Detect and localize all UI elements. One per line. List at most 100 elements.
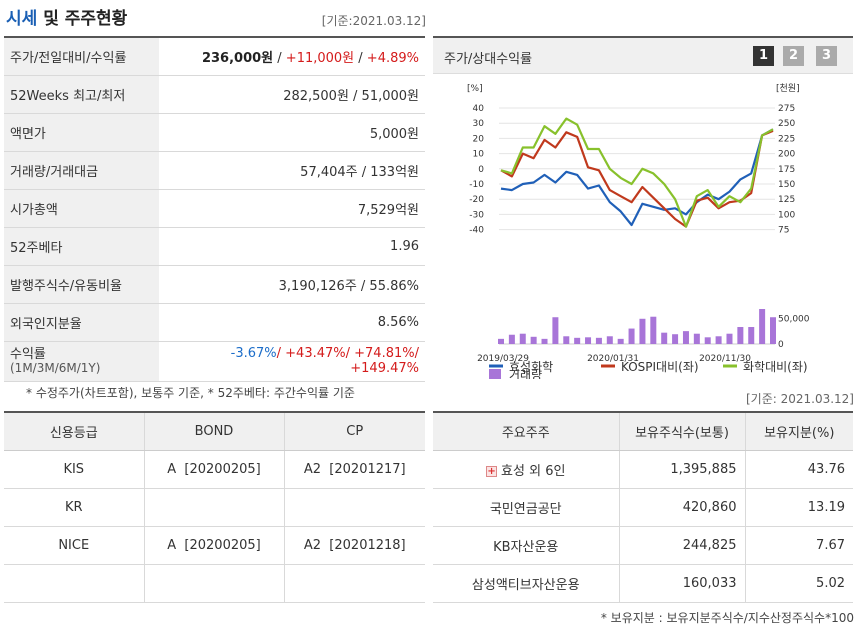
- holder-name: KB자산운용: [433, 526, 620, 565]
- legend-label: 효성화학: [509, 360, 553, 374]
- holder-shares: 1,395,885: [619, 450, 746, 489]
- left-tick-label: -10: [469, 180, 484, 190]
- holder-pct: 5.02: [745, 564, 853, 603]
- volume-bar: [770, 317, 776, 344]
- right-tick-label: 225: [778, 134, 795, 144]
- volume-bar: [574, 337, 581, 344]
- col-holder: 주요주주: [433, 412, 620, 451]
- credit-table: 신용등급 BOND CP KIS A [20200205] A2 [20201217…: [4, 411, 425, 603]
- volume-bar: [639, 318, 646, 344]
- holder-pct: 13.19: [745, 488, 853, 527]
- left-tick-label: 40: [473, 104, 485, 114]
- table-row: + 효성 외 6인 1,395,885 43.76: [433, 450, 853, 489]
- chart-header: 주가/상대수익률 1 2 3: [433, 38, 853, 74]
- volume-bar: [541, 338, 548, 344]
- section-title: 시세 및 주주현황: [6, 9, 128, 29]
- table-row: KR: [4, 488, 425, 527]
- series-line: [500, 129, 774, 228]
- left-tick-label: 10: [473, 150, 485, 160]
- volume-bar: [530, 336, 537, 344]
- stat-row: 52Weeks 최고/최저 282,500원 / 51,000원: [4, 75, 425, 114]
- stat-row: 52주베타 1.96: [4, 227, 425, 266]
- holders-table: 주요주주 보유주식수(보통) 보유지분(%) + 효성 외 6인 1,395,88…: [433, 411, 853, 603]
- stat-value: 5,000원: [159, 113, 425, 152]
- price-label: 주가/전일대비/수익률: [4, 37, 159, 76]
- cp: A2 [20201218]: [284, 526, 425, 565]
- left-tick-label: -30: [469, 210, 484, 220]
- plus-icon[interactable]: +: [486, 465, 498, 477]
- volume-bar: [737, 327, 744, 344]
- returns-row: 수익률 (1M/3M/6M/1Y) -3.67%/ +43.47%/ +74.81…: [4, 341, 425, 382]
- left-tick-label: -40: [469, 226, 484, 236]
- quote-table: 주가/전일대비/수익률 236,000원 / +11,000원 / +4.89%…: [4, 36, 425, 382]
- stat-value: 282,500원 / 51,000원: [159, 75, 425, 114]
- bond: [144, 488, 285, 527]
- volume-bar: [726, 333, 733, 344]
- volume-bar: [628, 328, 635, 344]
- holder-pct: 7.67: [745, 526, 853, 565]
- table-row: KB자산운용 244,825 7.67: [433, 526, 853, 565]
- left-tick-label: 0: [478, 165, 484, 175]
- agency: NICE: [4, 526, 145, 565]
- legend-label: KOSPI대비(좌): [621, 360, 699, 374]
- agency: KIS: [4, 450, 145, 489]
- right-tick-label: 75: [778, 226, 789, 236]
- volume-bar: [759, 309, 766, 344]
- chart-panel: 주가/상대수익률 1 2 3 [%] [천원] 40 30 20 10 0 -10 -20-…: [433, 36, 853, 379]
- basis-date-mid: [기준: 2021.03.12]: [745, 392, 854, 406]
- legend-label: 거래량: [509, 368, 542, 379]
- stat-label: 외국인지분율: [4, 303, 159, 342]
- volume-bar: [617, 338, 624, 344]
- bond: [144, 564, 285, 603]
- legend-label: 화학대비(좌): [743, 360, 808, 374]
- table-row: NICE A [20200205] A2 [20201218]: [4, 526, 425, 565]
- bond: A [20200205]: [144, 450, 285, 489]
- table-row: [4, 564, 425, 603]
- agency: KR: [4, 488, 145, 527]
- chart-page-3-button[interactable]: 3: [816, 46, 837, 66]
- series-line: [500, 117, 774, 228]
- volume-bar: [650, 316, 657, 344]
- col-bond: BOND: [144, 412, 285, 451]
- volume-bar: [704, 337, 711, 344]
- volume-bar: [519, 333, 526, 344]
- col-pct: 보유지분(%): [745, 412, 853, 451]
- table-row: KIS A [20200205] A2 [20201217]: [4, 450, 425, 489]
- x-tick-label: 2019/03/29: [477, 354, 529, 364]
- right-tick-label: 200: [778, 150, 795, 160]
- volume-tick-label: 50,000: [778, 314, 810, 324]
- stat-value: 1.96: [159, 227, 425, 266]
- volume-bar: [585, 337, 592, 344]
- col-rating: 신용등급: [4, 412, 145, 451]
- right-tick-label: 250: [778, 119, 795, 129]
- holder-shares: 420,860: [619, 488, 746, 527]
- chart-title: 주가/상대수익률: [444, 52, 533, 67]
- volume-bar: [552, 317, 559, 344]
- cp: [284, 488, 425, 527]
- chart-page-2-button[interactable]: 2: [783, 46, 804, 66]
- holder-name: 국민연금공단: [433, 488, 620, 527]
- right-tick-label: 175: [778, 165, 795, 175]
- stat-label: 시가총액: [4, 189, 159, 228]
- volume-bar: [508, 334, 515, 344]
- stat-row: 시가총액 7,529억원: [4, 189, 425, 228]
- stat-row: 발행주식수/유동비율 3,190,126주 / 55.86%: [4, 265, 425, 304]
- quote-footnote: * 수정주가(차트포함), 보통주 기준, * 52주베타: 주간수익률 기준: [26, 386, 355, 400]
- volume-tick-label: 0: [778, 340, 784, 350]
- left-tick-label: -20: [469, 195, 484, 205]
- right-tick-label: 125: [778, 195, 795, 205]
- stat-label: 발행주식수/유동비율: [4, 265, 159, 304]
- chart-page-1-button[interactable]: 1: [753, 46, 774, 66]
- series-line: [500, 128, 774, 227]
- stat-value: 3,190,126주 / 55.86%: [159, 265, 425, 304]
- price-row: 주가/전일대비/수익률 236,000원 / +11,000원 / +4.89%: [4, 37, 425, 76]
- holder-shares: 160,033: [619, 564, 746, 603]
- col-cp: CP: [284, 412, 425, 451]
- stat-value: 7,529억원: [159, 189, 425, 228]
- holders-footnote: * 보유지분 : 보유지분주식수/지수산정주식수*100: [600, 611, 854, 625]
- holder-shares: 244,825: [619, 526, 746, 565]
- col-shares: 보유주식수(보통): [619, 412, 746, 451]
- holder-name: + 효성 외 6인: [433, 450, 620, 489]
- cp: A2 [20201217]: [284, 450, 425, 489]
- stat-value: 57,404주 / 133억원: [159, 151, 425, 190]
